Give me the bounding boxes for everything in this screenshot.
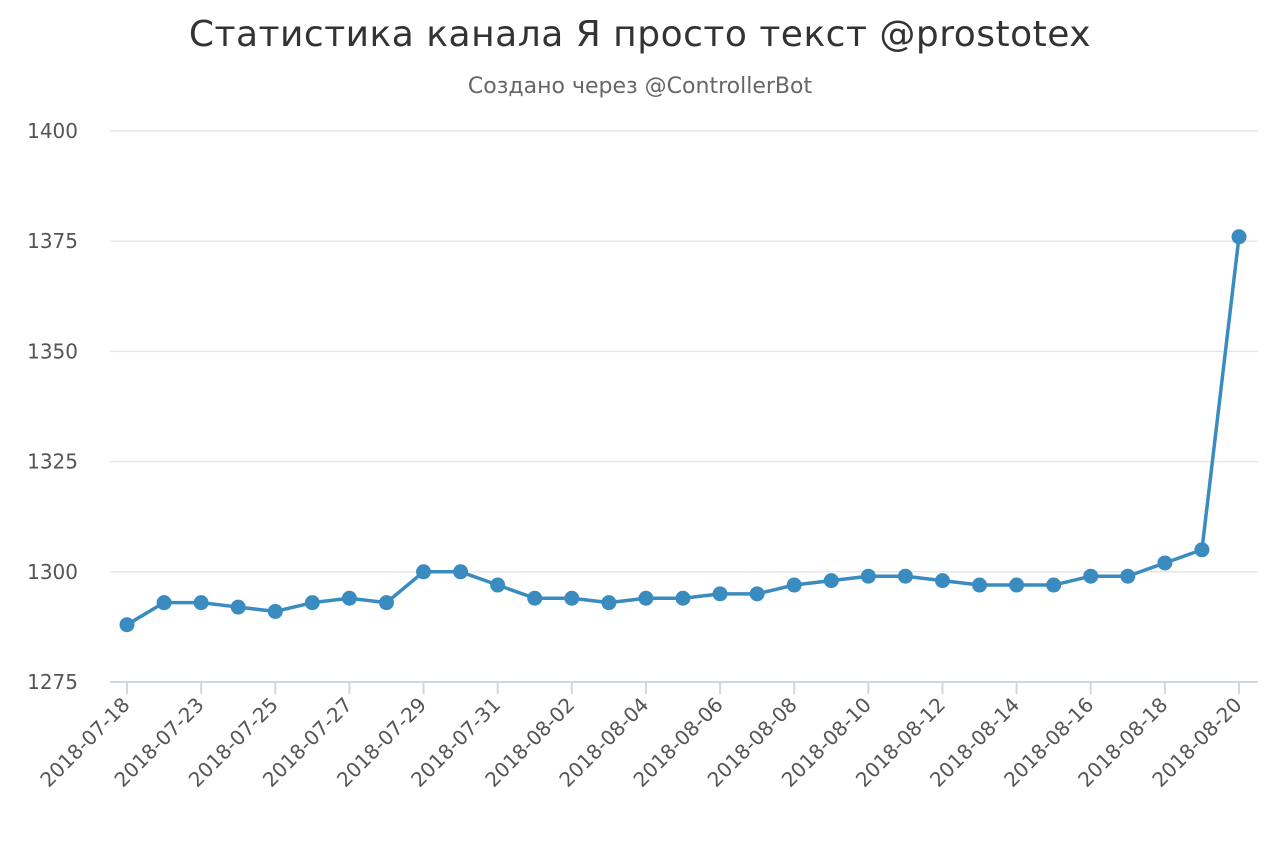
data-point[interactable]: [712, 586, 728, 602]
y-tick-label: 1300: [27, 560, 78, 584]
data-point[interactable]: [1083, 568, 1099, 584]
y-tick-label: 1400: [27, 119, 78, 143]
data-point[interactable]: [897, 568, 913, 584]
y-tick-label: 1325: [27, 450, 78, 474]
data-point[interactable]: [230, 599, 246, 615]
data-point[interactable]: [490, 577, 506, 593]
y-tick-label: 1375: [27, 229, 78, 253]
data-point[interactable]: [823, 573, 839, 589]
data-point[interactable]: [1231, 229, 1247, 245]
data-point[interactable]: [1157, 555, 1173, 571]
data-point[interactable]: [749, 586, 765, 602]
chart-title: Статистика канала Я просто текст @prosto…: [188, 14, 1092, 55]
data-point[interactable]: [601, 595, 617, 611]
data-point[interactable]: [119, 617, 135, 633]
y-tick-label: 1275: [27, 670, 78, 694]
data-point[interactable]: [1120, 568, 1136, 584]
data-point[interactable]: [193, 595, 209, 611]
series-line: [126, 236, 1241, 627]
y-axis: 1275 1300 1325 1350 1375 1400: [27, 119, 78, 694]
series-group: [119, 229, 1247, 633]
data-point[interactable]: [786, 577, 802, 593]
x-axis: 2018-07-182018-07-232018-07-252018-07-27…: [35, 682, 1247, 792]
data-point[interactable]: [341, 590, 357, 606]
data-point[interactable]: [675, 590, 691, 606]
data-point[interactable]: [638, 590, 654, 606]
data-point[interactable]: [527, 590, 543, 606]
data-point[interactable]: [416, 564, 432, 580]
data-point[interactable]: [564, 590, 580, 606]
y-tick-label: 1350: [27, 339, 78, 363]
chart-subtitle: Создано через @ControllerBot: [467, 74, 813, 99]
data-point[interactable]: [860, 568, 876, 584]
data-point[interactable]: [972, 577, 988, 593]
data-point[interactable]: [156, 595, 172, 611]
data-point[interactable]: [1009, 577, 1025, 593]
data-point[interactable]: [267, 603, 283, 619]
data-point[interactable]: [934, 573, 950, 589]
grid-lines: [110, 130, 1258, 683]
data-point[interactable]: [1194, 542, 1210, 558]
data-point[interactable]: [378, 595, 394, 611]
data-point[interactable]: [453, 564, 469, 580]
data-point[interactable]: [1046, 577, 1062, 593]
data-point[interactable]: [304, 595, 320, 611]
